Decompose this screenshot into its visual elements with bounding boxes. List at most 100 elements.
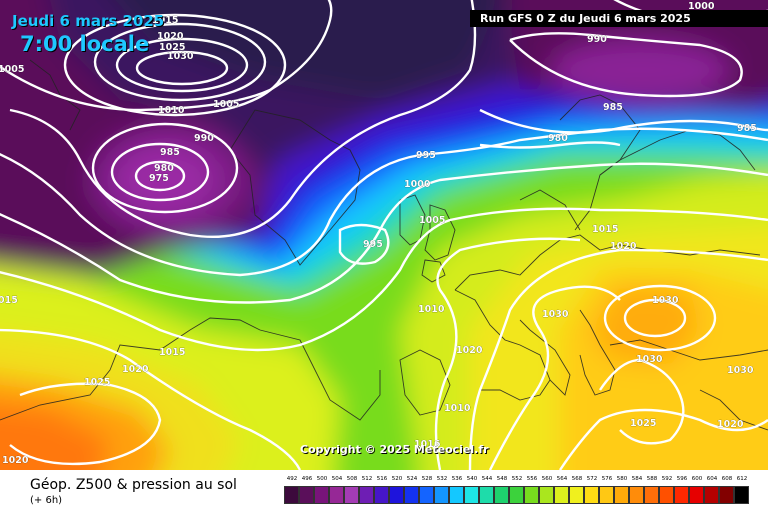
legend-swatch [674, 486, 689, 504]
legend-swatch [419, 486, 434, 504]
legend-label: 592 [661, 476, 673, 482]
isobar-label: 1020 [157, 31, 184, 42]
color-legend: 492 496 500 504 508 512 516 520 524 528 532 536 540 5… [284, 472, 754, 512]
isobar-label: 1015 [592, 224, 618, 235]
legend-label: 552 [511, 476, 523, 482]
isobar-label: 995 [363, 239, 383, 250]
legend-label: 560 [541, 476, 553, 482]
legend-swatch [509, 486, 524, 504]
legend-swatch [299, 486, 314, 504]
legend-swatch [449, 486, 464, 504]
legend-swatch [659, 486, 674, 504]
legend-label: 508 [346, 476, 358, 482]
isobar-label: 1000 [404, 179, 431, 190]
legend-swatch [524, 486, 539, 504]
legend-label: 612 [736, 476, 748, 482]
legend-label: 520 [391, 476, 403, 482]
legend-swatch [479, 486, 494, 504]
isobar-label: 1020 [122, 364, 149, 375]
time-label: 7:00 locale [20, 32, 150, 56]
legend-swatch [314, 486, 329, 504]
legend-swatch [569, 486, 584, 504]
legend-swatch [584, 486, 599, 504]
legend-swatch [494, 486, 509, 504]
isobar-label: 980 [548, 133, 568, 144]
legend-swatch [284, 486, 299, 504]
legend-label: 596 [676, 476, 688, 482]
legend-label: 548 [496, 476, 508, 482]
legend-label: 600 [691, 476, 703, 482]
legend-label: 544 [481, 476, 493, 482]
legend-label: 564 [556, 476, 568, 482]
legend-label: 524 [406, 476, 418, 482]
isobar-label: 1005 [213, 99, 239, 110]
legend-label: 512 [361, 476, 373, 482]
isobars [0, 0, 768, 470]
legend-label: 528 [421, 476, 433, 482]
legend-label: 496 [301, 476, 313, 482]
legend-label: 516 [376, 476, 388, 482]
isobar-label: 1030 [727, 365, 754, 376]
legend-swatch [644, 486, 659, 504]
legend-swatch [464, 486, 479, 504]
isobar-label: 1015 [159, 347, 185, 358]
legend-swatch [434, 486, 449, 504]
date-label: Jeudi 6 mars 2025 [12, 12, 165, 30]
map-title: Géop. Z500 & pression au sol [30, 477, 237, 493]
legend-label: 532 [436, 476, 448, 482]
legend-label: 572 [586, 476, 598, 482]
legend-label: 584 [631, 476, 643, 482]
legend-label: 568 [571, 476, 583, 482]
run-label: Run GFS 0 Z du Jeudi 6 mars 2025 [470, 10, 768, 27]
isobar-label: 1025 [630, 418, 656, 429]
legend-swatch [704, 486, 719, 504]
legend-label: 536 [451, 476, 463, 482]
legend-swatch [404, 486, 419, 504]
legend-label: 540 [466, 476, 478, 482]
legend-swatch [614, 486, 629, 504]
isobar-label: 1020 [717, 419, 744, 430]
isobar-label: 1010 [158, 105, 185, 116]
legend-swatch [389, 486, 404, 504]
isobar-label: 990 [587, 34, 607, 45]
isobar-label: 1020 [610, 241, 637, 252]
isobar-label: 1010 [444, 403, 471, 414]
legend-swatch [689, 486, 704, 504]
legend-swatch [329, 486, 344, 504]
legend-label: 556 [526, 476, 538, 482]
legend-swatch [359, 486, 374, 504]
legend-swatch [719, 486, 734, 504]
legend-label: 576 [601, 476, 613, 482]
legend-swatch [374, 486, 389, 504]
legend-label: 492 [286, 476, 298, 482]
isobar-label: 975 [149, 173, 169, 184]
legend-swatch [539, 486, 554, 504]
isobar-label: 015 [0, 295, 18, 306]
copyright: Copyright © 2025 Meteociel.fr [300, 443, 489, 456]
isobar-label: 985 [603, 102, 623, 113]
isobar-label: 1020 [2, 455, 29, 466]
legend-label: 608 [721, 476, 733, 482]
isobar-label: 1030 [652, 295, 679, 306]
legend-label: 504 [331, 476, 343, 482]
legend-label: 580 [616, 476, 628, 482]
forecast-offset: (+ 6h) [30, 495, 63, 506]
isobar-label: 1000 [688, 1, 715, 12]
isobar-label: 1020 [456, 345, 483, 356]
legend-swatch [629, 486, 644, 504]
isobar-label: 1030 [542, 309, 569, 320]
legend-label: 588 [646, 476, 658, 482]
isobar-label: 1025 [84, 377, 110, 388]
footer: Géop. Z500 & pression au sol (+ 6h) 492 4… [0, 470, 768, 512]
legend-swatch [734, 486, 749, 504]
isobar-label: 1005 [0, 64, 24, 75]
isobar-label: 1030 [167, 51, 194, 62]
isobar-label: 990 [194, 133, 214, 144]
legend-swatch [599, 486, 614, 504]
legend-swatch [344, 486, 359, 504]
isobar-label: 1005 [419, 215, 445, 226]
isobar-label: 985 [737, 123, 757, 134]
legend-label: 500 [316, 476, 328, 482]
isobar-label: 1016 [414, 439, 441, 450]
legend-swatch [554, 486, 569, 504]
